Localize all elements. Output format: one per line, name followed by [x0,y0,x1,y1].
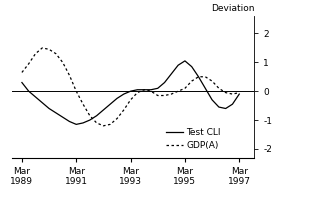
Test CLI [88,119,92,121]
GDP(A) [231,93,234,95]
GDP(A) [176,90,180,92]
GDP(A) [115,117,119,120]
Test CLI [190,65,193,68]
GDP(A) [47,48,51,50]
GDP(A) [68,74,71,77]
GDP(A) [122,109,126,111]
GDP(A) [27,63,31,65]
Test CLI [33,96,37,98]
GDP(A) [149,90,153,92]
GDP(A) [163,94,166,97]
Test CLI [156,87,160,89]
Test CLI [203,87,207,89]
Test CLI [47,107,51,110]
GDP(A) [102,125,105,127]
GDP(A) [40,47,44,49]
Test CLI [217,106,221,108]
GDP(A) [95,122,99,124]
Test CLI [115,97,119,100]
GDP(A) [135,92,139,94]
Line: GDP(A): GDP(A) [22,48,239,126]
Test CLI [122,93,126,95]
Line: Test CLI: Test CLI [22,61,239,124]
Test CLI [163,81,166,84]
Test CLI [176,64,180,66]
Test CLI [68,120,71,123]
Test CLI [129,90,132,92]
Test CLI [81,122,85,124]
GDP(A) [142,88,146,91]
GDP(A) [210,80,214,82]
Test CLI [20,81,24,84]
GDP(A) [190,80,193,82]
Test CLI [27,90,31,92]
Test CLI [135,88,139,91]
GDP(A) [33,53,37,55]
GDP(A) [170,93,173,95]
Test CLI [237,93,241,95]
Legend: Test CLI, GDP(A): Test CLI, GDP(A) [166,128,221,150]
GDP(A) [183,87,187,89]
GDP(A) [88,115,92,117]
Test CLI [183,60,187,62]
Test CLI [102,109,105,111]
Test CLI [61,116,64,118]
GDP(A) [20,71,24,74]
Test CLI [74,123,78,126]
GDP(A) [237,92,241,94]
GDP(A) [197,76,200,78]
GDP(A) [81,103,85,105]
GDP(A) [54,53,58,55]
Test CLI [231,103,234,105]
GDP(A) [129,99,132,101]
Test CLI [210,99,214,101]
Test CLI [142,88,146,91]
Test CLI [40,102,44,104]
Test CLI [95,115,99,117]
Test CLI [197,76,200,78]
GDP(A) [217,87,221,89]
Test CLI [54,112,58,114]
Test CLI [108,103,112,105]
Test CLI [170,73,173,75]
GDP(A) [203,76,207,78]
GDP(A) [108,123,112,126]
Test CLI [149,88,153,91]
GDP(A) [156,94,160,97]
GDP(A) [61,61,64,64]
Text: Deviation: Deviation [211,4,254,13]
GDP(A) [74,90,78,92]
GDP(A) [224,92,228,94]
Test CLI [224,107,228,110]
